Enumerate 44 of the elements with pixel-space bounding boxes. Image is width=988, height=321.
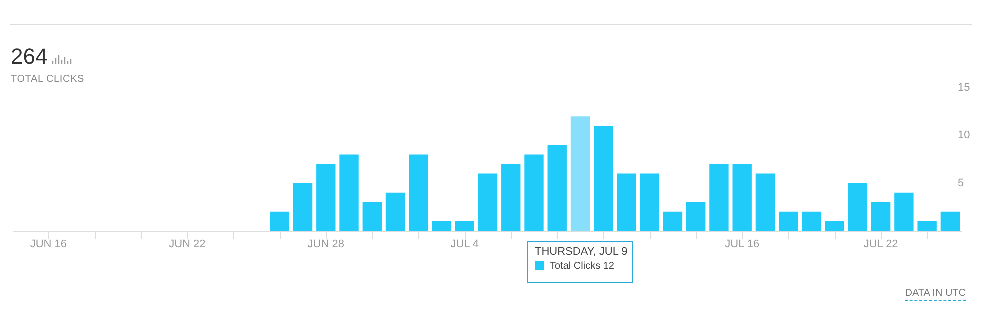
bar (825, 221, 844, 231)
bar (686, 202, 706, 231)
bar (871, 202, 891, 231)
bar (778, 212, 798, 231)
x-tick-label: JUL 22 (864, 238, 898, 250)
x-tick-label: JUN 22 (169, 238, 206, 250)
bar (732, 164, 752, 231)
bar (340, 154, 359, 231)
bar (663, 212, 683, 231)
bar (478, 174, 498, 231)
bar (756, 174, 776, 231)
bar (617, 174, 636, 231)
text: DATA IN UTC (905, 288, 966, 301)
text: THURSDAY, JUL 9 (535, 246, 628, 258)
x-tick-label: JUN 28 (308, 238, 344, 250)
bar (409, 154, 428, 231)
bar (316, 164, 336, 231)
bar (894, 192, 914, 231)
x-tick-label: JUN 16 (30, 238, 68, 250)
bar (802, 212, 822, 231)
chart-subtitle: TOTAL CLICKS (11, 74, 84, 85)
bar (293, 183, 313, 231)
bar (362, 202, 382, 231)
bar (455, 221, 474, 231)
bar (548, 145, 567, 231)
bar (386, 192, 406, 231)
x-tick-label: JUL 4 (450, 238, 480, 250)
y-tick-label: 15 (958, 82, 970, 94)
bar (594, 126, 614, 231)
bar (270, 212, 290, 231)
bar (848, 183, 868, 231)
bar (710, 164, 729, 231)
y-tick-label: 10 (958, 130, 970, 142)
bar (502, 164, 521, 231)
bar (918, 221, 937, 231)
chart-title: 264 (11, 44, 48, 70)
x-tick-label: JUL 16 (725, 238, 760, 250)
bar (640, 174, 660, 231)
bar (432, 221, 452, 231)
y-tick-label: 5 (958, 177, 964, 190)
bar (570, 116, 590, 231)
bar (524, 154, 544, 231)
bar (940, 212, 960, 231)
text: Total Clicks 12 (549, 261, 616, 272)
